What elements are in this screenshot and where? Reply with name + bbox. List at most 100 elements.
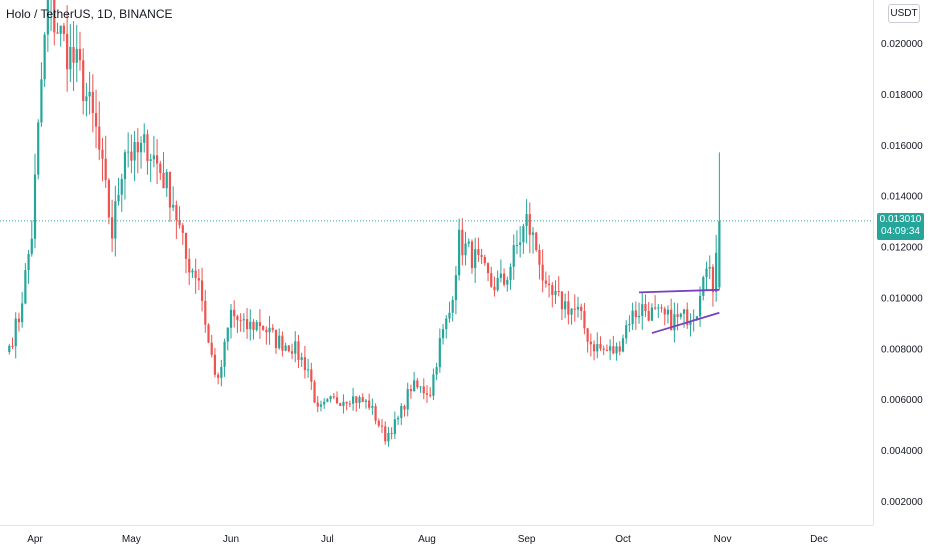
candle-body: [515, 244, 519, 246]
candle-body: [544, 280, 547, 284]
time-tick-label: May: [122, 534, 141, 545]
candle-body: [576, 306, 580, 310]
candle-body: [525, 214, 528, 227]
candle-body: [403, 405, 406, 410]
candle-body: [249, 321, 252, 330]
candle-body: [390, 433, 393, 435]
candle-body: [493, 286, 496, 291]
price-tick-label: 0.002000: [881, 497, 923, 508]
candle-body: [535, 232, 538, 250]
candle-body: [75, 49, 78, 63]
candle-body: [123, 152, 127, 180]
candle-body: [705, 268, 708, 278]
candle-body: [303, 357, 306, 371]
candle-body: [342, 401, 345, 406]
candle-body: [297, 341, 300, 360]
candle-body: [278, 335, 281, 349]
candle-body: [104, 158, 107, 180]
candle-body: [557, 291, 560, 293]
candle-body: [46, 0, 49, 35]
candle-body: [229, 309, 233, 328]
candle-body: [213, 354, 217, 375]
time-tick-label: Jul: [321, 534, 334, 545]
candle-body: [708, 266, 711, 269]
candle-body: [673, 314, 676, 331]
candle-body: [464, 243, 467, 256]
price-tick-label: 0.016000: [881, 141, 923, 152]
candle-body: [85, 96, 88, 102]
candle-body: [133, 141, 136, 161]
candle-body: [194, 270, 197, 279]
candle-body: [101, 149, 104, 159]
candle-body: [416, 380, 419, 388]
candle-body: [502, 273, 506, 285]
candle-body: [679, 313, 682, 317]
time-tick-label: Dec: [810, 534, 828, 545]
candle-body: [602, 348, 605, 350]
candle-body: [364, 400, 368, 402]
candle-body: [531, 232, 535, 235]
price-tick-label: 0.014000: [881, 192, 923, 203]
candle-body: [255, 322, 258, 331]
candle-body: [313, 381, 316, 403]
candle-body: [326, 399, 329, 402]
candle-body: [422, 386, 425, 394]
candle-body: [583, 311, 586, 329]
candle-body: [14, 318, 17, 347]
candle-body: [477, 249, 480, 256]
candle-body: [287, 345, 290, 352]
candle-body: [339, 403, 342, 406]
candle-body: [554, 291, 557, 295]
candle-body: [470, 241, 474, 269]
candle-body: [307, 369, 310, 371]
trendline: [651, 311, 720, 334]
candle-body: [17, 318, 21, 323]
candle-body: [650, 307, 653, 321]
candle-body: [406, 389, 409, 410]
price-axis[interactable]: 0.020000 0.018000 0.016000 0.014000 0.012000…: [881, 39, 923, 508]
candle-body: [637, 315, 641, 318]
candle-body: [711, 266, 715, 293]
candles-layer: [8, 0, 721, 447]
candle-body: [413, 380, 416, 392]
candle-body: [162, 172, 165, 189]
candle-body: [281, 335, 284, 351]
candle-body: [21, 303, 24, 323]
time-tick-label: Jun: [223, 534, 239, 545]
candle-body: [625, 325, 628, 339]
candle-body: [271, 327, 274, 330]
candle-body: [547, 283, 551, 286]
candle-body: [380, 425, 384, 427]
candle-body: [580, 306, 583, 312]
candle-body: [204, 300, 207, 325]
candle-body: [223, 341, 226, 367]
candle-body: [56, 32, 59, 34]
time-axis[interactable]: Apr May Jun Jul Aug Sep Oct Nov Dec: [27, 534, 828, 545]
candle-body: [226, 327, 229, 342]
candle-body: [454, 275, 458, 301]
price-tick-label: 0.010000: [881, 293, 923, 304]
candle-body: [592, 344, 596, 352]
candle-body: [670, 309, 673, 331]
candle-body: [143, 134, 146, 143]
candle-body: [599, 344, 602, 349]
currency-unit-button[interactable]: USDT: [888, 4, 920, 23]
candle-body: [567, 301, 570, 315]
candle-body: [245, 319, 249, 330]
candle-body: [114, 201, 117, 239]
candle-body: [621, 338, 625, 352]
candle-body: [284, 345, 287, 351]
candle-body: [290, 351, 294, 354]
candle-body: [564, 301, 567, 310]
candle-body: [8, 345, 11, 352]
candle-body: [111, 217, 114, 239]
candle-body: [435, 367, 438, 375]
candle-body: [496, 277, 499, 291]
candle-body: [676, 314, 679, 317]
candle-body: [570, 308, 573, 315]
candle-body: [573, 308, 576, 310]
candle-body: [323, 401, 326, 405]
candle-body: [220, 366, 223, 378]
candle-body: [686, 309, 689, 326]
